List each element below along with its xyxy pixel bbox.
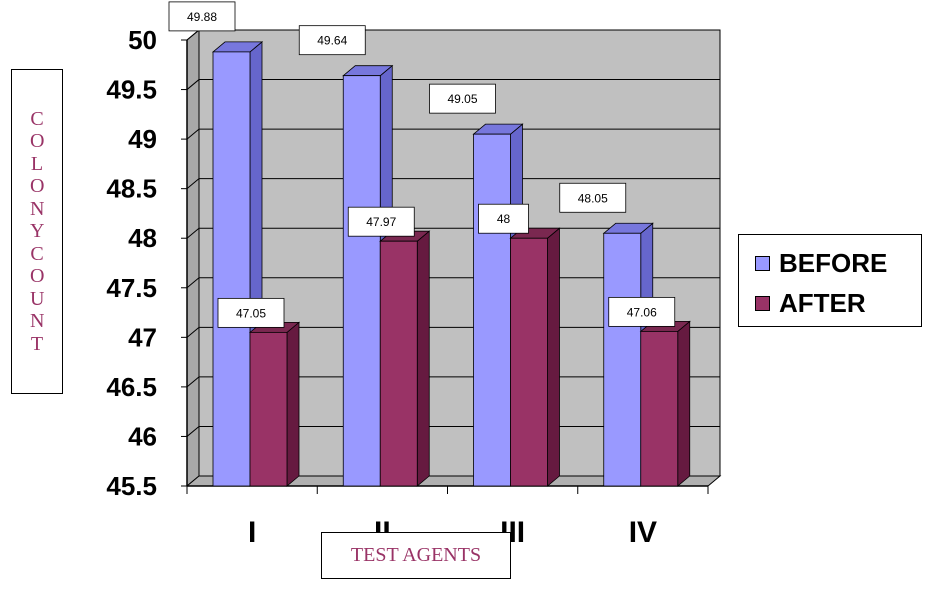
data-label-before-II: 49.64 — [317, 34, 347, 48]
bar-after-IV-side — [677, 320, 691, 487]
data-label-after-IV: 47.06 — [627, 305, 657, 319]
data-labels: 49.88 47.05 49.64 47.97 49.05 48 48.05 47.06 — [168, 1, 676, 328]
bar-after-III — [510, 237, 548, 487]
bar-after-II-side — [416, 230, 430, 487]
bar-after-IV — [640, 330, 679, 487]
legend-label-before: BEFORE — [779, 247, 888, 278]
data-label-box — [168, 1, 236, 32]
bar-before-IV — [603, 232, 642, 487]
data-label-before-I: 49.88 — [187, 10, 217, 24]
data-label-after-III: 48 — [497, 212, 511, 226]
bar-after-I-side — [286, 321, 300, 487]
data-label-box — [608, 296, 676, 327]
gridline — [186, 79, 720, 90]
y-axis-label: COLONYCOUNT — [30, 107, 45, 355]
chart-side-wall — [186, 28, 200, 488]
bar-after-I — [249, 331, 288, 487]
y-tick-label: 46.5 — [106, 372, 157, 402]
data-label-box — [478, 203, 529, 234]
x-axis-label: TEST AGENTS — [350, 544, 482, 566]
x-tick-label: I — [248, 516, 256, 549]
data-label-before-IV: 48.05 — [578, 191, 608, 205]
data-label-after-II: 47.97 — [366, 215, 396, 229]
gridline — [186, 178, 720, 190]
legend-swatch-before — [755, 255, 770, 271]
bars — [211, 41, 691, 487]
bar-before-III — [473, 133, 511, 487]
y-tick-label: 45.5 — [106, 471, 157, 501]
legend-swatch-after — [755, 295, 770, 311]
y-tick-label: 50 — [128, 25, 157, 55]
data-label-before-III: 49.05 — [447, 92, 477, 106]
y-axis-label-box: COLONYCOUNT — [11, 69, 63, 394]
data-label-box — [217, 297, 285, 328]
data-label-box — [347, 206, 415, 237]
data-label-box — [298, 25, 366, 56]
y-tick-label: 48 — [128, 223, 157, 253]
x-axis-label-box: TEST AGENTS — [321, 532, 511, 579]
bar-after-II — [379, 240, 418, 487]
legend-item-after: AFTER — [755, 283, 921, 323]
y-tick-label: 47 — [128, 322, 157, 352]
bar-after-III-side — [547, 227, 560, 487]
x-tick-label: IV — [629, 516, 657, 549]
y-tick-label: 47.5 — [106, 273, 157, 303]
y-tick-label: 46 — [128, 421, 157, 451]
y-tick-label: 49 — [128, 124, 157, 154]
y-tick-label: 48.5 — [106, 174, 157, 204]
bar-before-I — [212, 51, 251, 487]
data-label-box — [559, 182, 627, 213]
legend-item-before: BEFORE — [755, 243, 921, 283]
bar-before-II — [342, 75, 381, 487]
data-label-after-I: 47.05 — [236, 306, 266, 320]
y-axis-ticks: 50 49.5 49 48.5 48 47.5 47 46.5 46 45.5 — [106, 25, 187, 501]
y-tick-label: 49.5 — [106, 75, 157, 105]
data-label-box — [429, 83, 496, 114]
gridline — [186, 128, 720, 140]
legend: BEFORE AFTER — [738, 234, 922, 327]
legend-label-after: AFTER — [779, 287, 866, 318]
